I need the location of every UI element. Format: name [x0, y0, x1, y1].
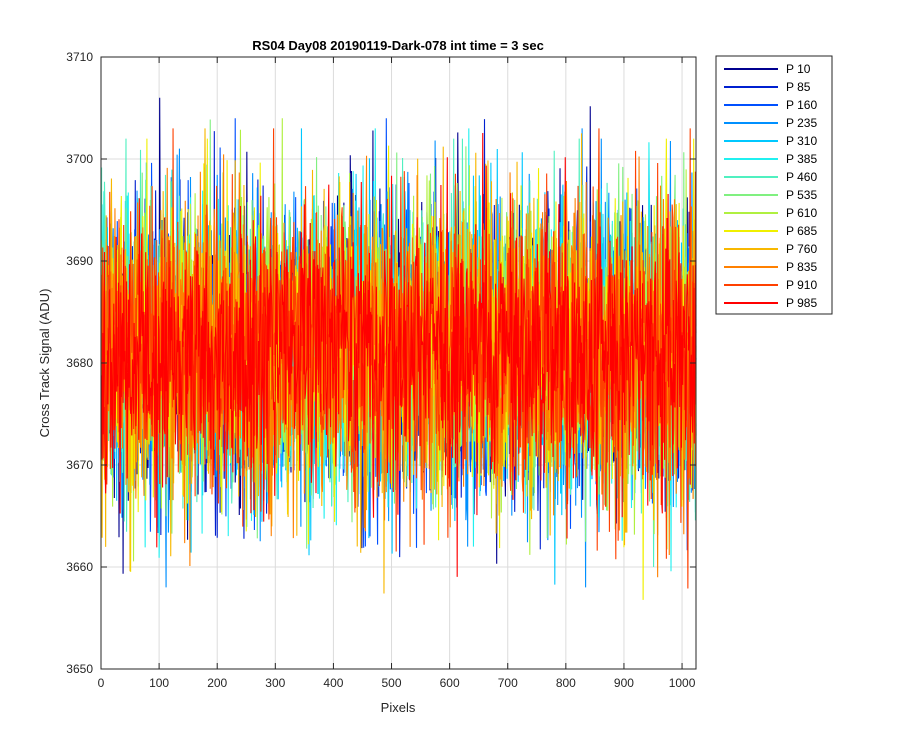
y-tick-label-1: 3660: [66, 560, 93, 574]
legend-label-4: P 310: [786, 134, 817, 148]
legend-label-6: P 460: [786, 170, 817, 184]
x-tick-label-6: 600: [440, 676, 460, 690]
x-tick-label-8: 800: [556, 676, 576, 690]
legend-label-7: P 535: [786, 188, 817, 202]
legend: P 10 P 85 P 160 P 235 P 310 P 385 P 460 P 535 P …: [715, 55, 833, 315]
y-tick-label-3: 3680: [66, 356, 93, 370]
legend-label-0: P 10: [786, 62, 811, 76]
y-axis-label: Cross Track Signal (ADU): [37, 289, 52, 438]
legend-label-13: P 985: [786, 296, 817, 310]
legend-label-5: P 385: [786, 152, 817, 166]
y-tick-label-5: 3700: [66, 152, 93, 166]
legend-label-8: P 610: [786, 206, 817, 220]
legend-label-9: P 685: [786, 224, 817, 238]
chart-title: RS04 Day08 20190119-Dark-078 int time = …: [252, 38, 544, 53]
x-tick-label-1: 100: [149, 676, 169, 690]
y-tick-label-4: 3690: [66, 254, 93, 268]
series-group: [101, 97, 697, 600]
x-tick-label-9: 900: [614, 676, 634, 690]
x-tick-label-4: 400: [323, 676, 343, 690]
x-tick-label-0: 0: [98, 676, 105, 690]
legend-label-11: P 835: [786, 260, 817, 274]
x-tick-label-2: 200: [207, 676, 227, 690]
legend-label-1: P 85: [786, 80, 811, 94]
legend-label-12: P 910: [786, 278, 817, 292]
y-tick-label-2: 3670: [66, 458, 93, 472]
legend-box: [715, 55, 833, 315]
y-tick-label-0: 3650: [66, 662, 93, 676]
legend-label-2: P 160: [786, 98, 817, 112]
legend-label-3: P 235: [786, 116, 817, 130]
x-tick-label-10: 1000: [669, 676, 696, 690]
x-tick-label-3: 300: [265, 676, 285, 690]
series-line-13: [101, 133, 697, 577]
x-axis-label: Pixels: [381, 700, 416, 715]
legend-label-10: P 760: [786, 242, 817, 256]
y-tick-label-6: 3710: [66, 50, 93, 64]
x-tick-label-7: 700: [498, 676, 518, 690]
x-tick-label-5: 500: [382, 676, 402, 690]
ticks: 0 100 200 300 400 500 600 700 800 900 1000 3650 3660…: [66, 50, 696, 690]
